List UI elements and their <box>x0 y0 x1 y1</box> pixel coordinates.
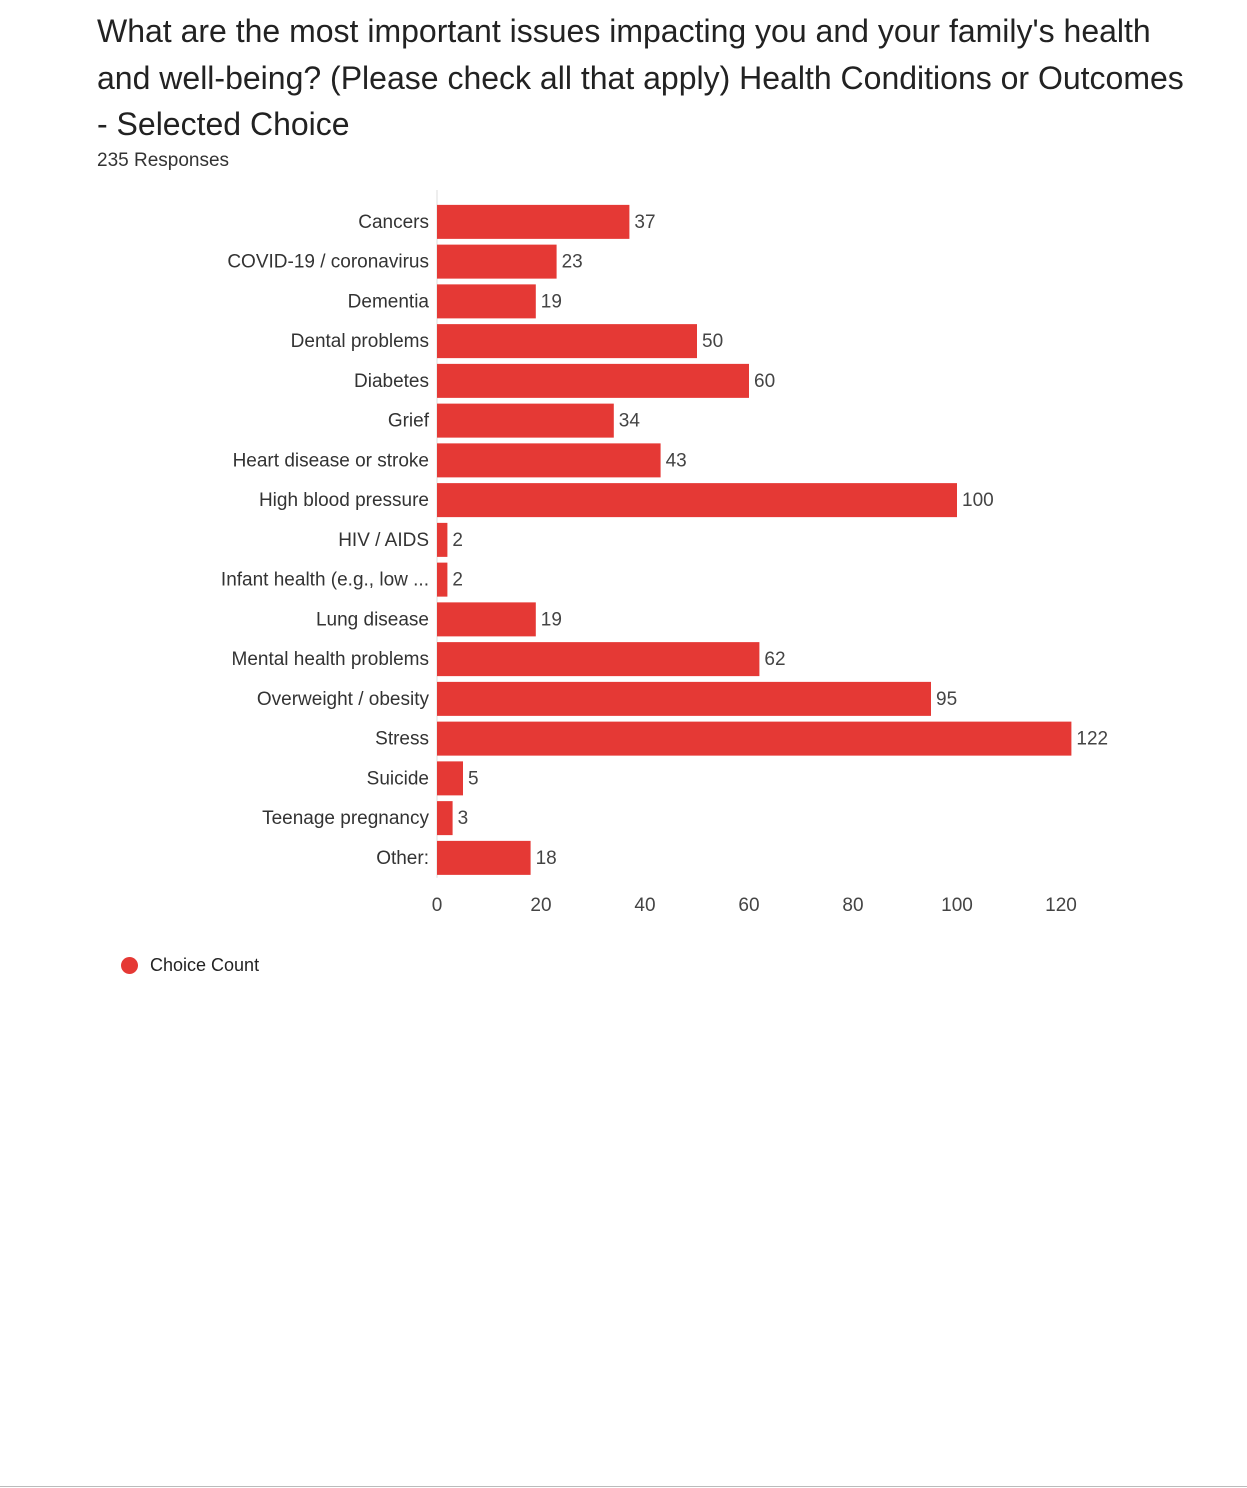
category-label: Heart disease or stroke <box>233 450 429 471</box>
bar[interactable] <box>437 840 531 875</box>
bar[interactable] <box>437 403 614 438</box>
x-tick-label: 100 <box>941 895 973 916</box>
bar[interactable] <box>437 363 749 398</box>
bar[interactable] <box>437 602 536 637</box>
bar[interactable] <box>437 761 463 796</box>
legend[interactable]: Choice Count <box>121 955 259 976</box>
bar[interactable] <box>437 284 536 319</box>
bar[interactable] <box>437 801 453 836</box>
x-tick-label: 80 <box>842 895 863 916</box>
x-tick-label: 40 <box>634 895 655 916</box>
category-label: COVID-19 / coronavirus <box>227 252 429 273</box>
data-label: 100 <box>962 490 994 511</box>
bar[interactable] <box>437 721 1072 756</box>
data-label: 62 <box>764 649 785 670</box>
x-tick-label: 120 <box>1045 895 1077 916</box>
data-label: 18 <box>536 848 557 869</box>
bar[interactable] <box>437 642 760 677</box>
bar[interactable] <box>437 443 661 478</box>
data-label: 2 <box>452 570 463 591</box>
response-count: 235 Responses <box>97 150 230 171</box>
bar[interactable] <box>437 681 931 716</box>
data-label: 37 <box>634 212 655 233</box>
data-label: 19 <box>541 291 562 312</box>
x-tick-label: 60 <box>738 895 759 916</box>
category-label: Overweight / obesity <box>257 689 430 710</box>
category-label: Lung disease <box>316 609 429 630</box>
category-label: Mental health problems <box>232 649 430 670</box>
bar[interactable] <box>437 244 557 279</box>
category-label: Grief <box>388 411 430 432</box>
category-label: Stress <box>375 729 429 750</box>
data-label: 34 <box>619 411 641 432</box>
category-label: Diabetes <box>354 371 429 392</box>
chart-title: What are the most important issues impac… <box>97 13 1184 142</box>
category-label: Infant health (e.g., low ... <box>221 570 429 591</box>
data-label: 60 <box>754 371 775 392</box>
legend-marker-icon <box>121 957 138 974</box>
category-label: Cancers <box>358 212 429 233</box>
data-label: 50 <box>702 331 723 352</box>
category-label: Teenage pregnancy <box>262 808 429 829</box>
category-label: High blood pressure <box>259 490 429 511</box>
data-label: 122 <box>1076 729 1108 750</box>
category-label: Other: <box>376 848 429 869</box>
data-label: 43 <box>666 450 687 471</box>
data-label: 3 <box>458 808 469 829</box>
category-label: Suicide <box>367 768 429 789</box>
data-label: 19 <box>541 609 562 630</box>
category-label: Dental problems <box>291 331 429 352</box>
bar[interactable] <box>437 483 957 518</box>
bar[interactable] <box>437 562 448 597</box>
data-label: 2 <box>452 530 463 551</box>
category-label: Dementia <box>348 291 430 312</box>
data-label: 95 <box>936 689 957 710</box>
data-label: 5 <box>468 768 479 789</box>
legend-label: Choice Count <box>150 955 260 975</box>
bar[interactable] <box>437 522 448 557</box>
x-tick-label: 20 <box>530 895 551 916</box>
data-label: 23 <box>562 252 583 273</box>
x-tick-label: 0 <box>432 895 443 916</box>
bar[interactable] <box>437 324 697 359</box>
category-label: HIV / AIDS <box>338 530 429 551</box>
bottom-divider <box>0 1486 1247 1487</box>
bar[interactable] <box>437 204 630 239</box>
